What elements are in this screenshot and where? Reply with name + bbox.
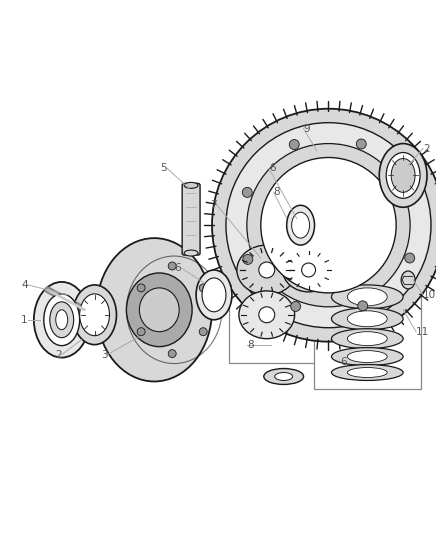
Ellipse shape [73,285,117,345]
Circle shape [259,307,275,323]
Ellipse shape [332,365,403,381]
Ellipse shape [264,368,304,384]
Ellipse shape [34,282,90,358]
Ellipse shape [267,191,311,209]
Ellipse shape [202,278,226,312]
Text: 5: 5 [161,164,167,173]
Circle shape [199,284,207,292]
Text: 2: 2 [423,143,430,154]
Ellipse shape [391,158,415,192]
Ellipse shape [196,270,232,320]
Ellipse shape [386,152,420,198]
Circle shape [247,143,410,307]
Circle shape [137,284,145,292]
Ellipse shape [127,273,192,346]
Circle shape [357,139,366,149]
Text: 6: 6 [269,164,276,173]
Circle shape [259,262,275,278]
Ellipse shape [347,311,387,327]
Circle shape [212,109,438,342]
Ellipse shape [283,248,335,292]
Circle shape [289,140,299,150]
Text: 8: 8 [274,187,280,197]
Ellipse shape [332,348,403,366]
Text: 6: 6 [340,357,347,367]
Circle shape [243,254,253,264]
Circle shape [302,263,315,277]
Ellipse shape [347,332,387,345]
Circle shape [168,350,176,358]
FancyBboxPatch shape [182,183,200,255]
Text: 11: 11 [416,327,429,337]
Ellipse shape [279,196,299,204]
Ellipse shape [139,288,179,332]
Circle shape [405,253,415,263]
Ellipse shape [332,308,403,330]
Polygon shape [81,300,96,320]
Text: 8: 8 [247,340,254,350]
Ellipse shape [96,238,212,382]
Ellipse shape [56,310,68,330]
Ellipse shape [275,373,293,381]
Ellipse shape [401,271,415,289]
Circle shape [226,123,431,328]
Circle shape [137,328,145,336]
Ellipse shape [347,351,387,362]
Ellipse shape [379,143,427,207]
Bar [314,275,421,390]
Ellipse shape [237,245,297,295]
Text: 9: 9 [304,124,310,134]
Ellipse shape [287,205,314,245]
Circle shape [168,262,176,270]
Ellipse shape [332,285,403,309]
Circle shape [199,328,207,336]
Circle shape [358,301,367,311]
Circle shape [404,186,414,196]
Ellipse shape [44,294,80,345]
Ellipse shape [80,294,110,336]
Text: 10: 10 [423,290,436,300]
Text: 7: 7 [210,200,217,211]
Bar [229,215,346,362]
Ellipse shape [347,368,387,377]
Ellipse shape [184,182,198,188]
Text: 6: 6 [174,263,181,273]
Circle shape [291,302,300,311]
Ellipse shape [332,329,403,349]
Text: 3: 3 [101,350,107,360]
Ellipse shape [50,302,74,338]
Circle shape [242,188,252,197]
Text: 4: 4 [21,280,28,290]
Text: 1: 1 [21,315,28,325]
Ellipse shape [184,250,198,256]
Text: 2: 2 [55,350,62,360]
Ellipse shape [239,291,295,338]
Circle shape [261,158,396,293]
Ellipse shape [292,212,310,238]
Ellipse shape [347,288,387,306]
